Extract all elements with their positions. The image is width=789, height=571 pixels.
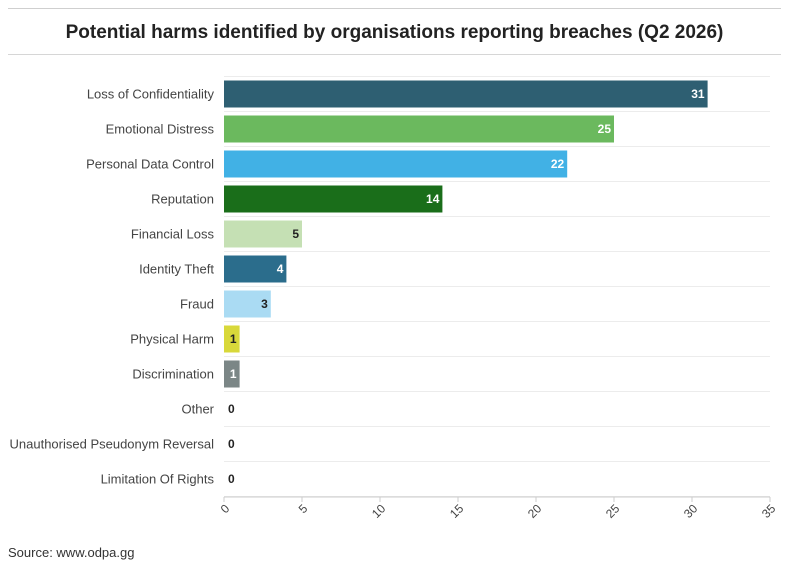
- category-label: Loss of Confidentiality: [87, 87, 215, 102]
- bar: [224, 290, 271, 318]
- bar: [224, 255, 287, 283]
- x-tick-label: 5: [296, 501, 311, 516]
- x-tick-label: 10: [369, 501, 389, 521]
- category-label: Other: [181, 402, 214, 417]
- x-tick-label: 0: [218, 501, 233, 516]
- value-label: 5: [292, 227, 299, 241]
- x-tick-label: 35: [759, 501, 779, 521]
- category-label: Identity Theft: [139, 262, 214, 277]
- value-label: 4: [277, 262, 284, 276]
- value-label: 22: [551, 157, 565, 171]
- category-label: Discrimination: [132, 367, 214, 382]
- category-label: Personal Data Control: [86, 157, 214, 172]
- top-rule: [8, 8, 781, 9]
- x-tick-label: 15: [447, 501, 467, 521]
- category-label: Limitation Of Rights: [101, 472, 215, 487]
- value-label: 25: [598, 122, 612, 136]
- value-label: 1: [230, 332, 237, 346]
- x-tick-label: 25: [603, 501, 623, 521]
- bar: [224, 360, 240, 388]
- bar: [224, 185, 443, 213]
- category-label: Financial Loss: [131, 227, 215, 242]
- x-tick-label: 20: [525, 501, 545, 521]
- chart-title: Potential harms identified by organisati…: [65, 22, 724, 43]
- bar: [224, 150, 568, 178]
- title-divider: [8, 54, 781, 55]
- category-label: Physical Harm: [130, 332, 214, 347]
- category-label: Unauthorised Pseudonym Reversal: [10, 437, 215, 452]
- x-tick-label: 30: [681, 501, 701, 521]
- value-label: 31: [691, 87, 705, 101]
- value-label: 0: [228, 437, 235, 451]
- value-label: 14: [426, 192, 440, 206]
- category-label: Reputation: [151, 192, 214, 207]
- value-label: 0: [228, 472, 235, 486]
- bar: [224, 80, 708, 108]
- value-label: 3: [261, 297, 268, 311]
- bar: [224, 220, 302, 248]
- source-note: Source: www.odpa.gg: [8, 545, 135, 560]
- value-label: 0: [228, 402, 235, 416]
- bar: [224, 115, 614, 143]
- bar: [224, 325, 240, 353]
- value-label: 1: [230, 367, 237, 381]
- category-label: Fraud: [180, 297, 214, 312]
- category-label: Emotional Distress: [106, 122, 215, 137]
